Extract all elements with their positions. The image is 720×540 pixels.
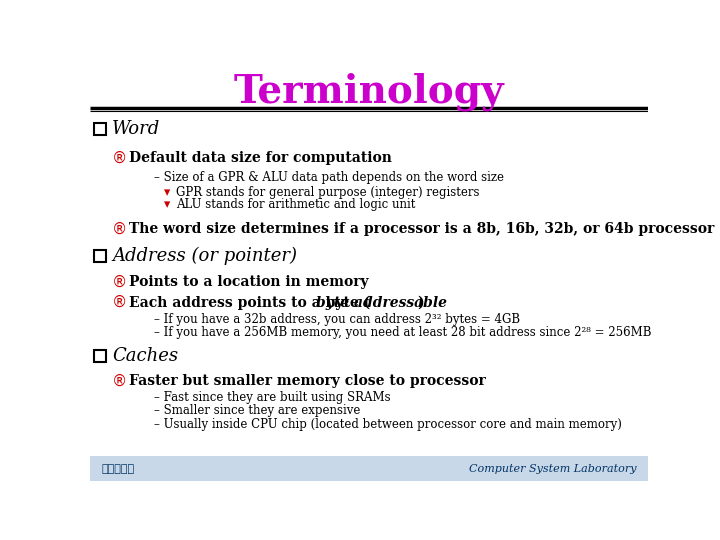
Text: 高麗大學校: 高麗大學校 (101, 464, 135, 474)
Text: ®: ® (112, 151, 127, 166)
Text: Caches: Caches (112, 347, 179, 365)
Text: Computer System Laboratory: Computer System Laboratory (469, 464, 637, 474)
Text: The word size determines if a processor is a 8b, 16b, 32b, or 64b processor: The word size determines if a processor … (129, 222, 714, 236)
Text: ▾: ▾ (164, 186, 171, 199)
Text: GPR stands for general purpose (integer) registers: GPR stands for general purpose (integer)… (176, 186, 480, 199)
Text: ®: ® (112, 373, 127, 388)
Bar (94, 350, 106, 362)
Text: ): ) (418, 295, 424, 309)
Text: – Size of a GPR & ALU data path depends on the word size: – Size of a GPR & ALU data path depends … (154, 171, 504, 184)
Text: – Usually inside CPU chip (located between processor core and main memory): – Usually inside CPU chip (located betwe… (154, 417, 622, 430)
FancyBboxPatch shape (90, 456, 648, 481)
Text: ®: ® (112, 274, 127, 289)
Text: Faster but smaller memory close to processor: Faster but smaller memory close to proce… (129, 374, 486, 388)
Text: ®: ® (112, 221, 127, 237)
Text: Default data size for computation: Default data size for computation (129, 151, 392, 165)
Text: – If you have a 256MB memory, you need at least 28 bit address since 2²⁸ = 256MB: – If you have a 256MB memory, you need a… (154, 327, 652, 340)
Text: Each address points to a byte (: Each address points to a byte ( (129, 295, 370, 310)
Text: ALU stands for arithmetic and logic unit: ALU stands for arithmetic and logic unit (176, 198, 416, 212)
Text: – If you have a 32b address, you can address 2³² bytes = 4GB: – If you have a 32b address, you can add… (154, 313, 521, 326)
Bar (94, 124, 106, 135)
Text: – Smaller since they are expensive: – Smaller since they are expensive (154, 404, 361, 417)
Text: Points to a location in memory: Points to a location in memory (129, 275, 369, 289)
Text: ®: ® (112, 295, 127, 310)
Bar (94, 250, 106, 262)
Text: Word: Word (112, 120, 161, 138)
Text: – Fast since they are built using SRAMs: – Fast since they are built using SRAMs (154, 391, 391, 404)
Text: byte addressable: byte addressable (316, 295, 447, 309)
Text: Terminology: Terminology (234, 72, 504, 111)
Text: ▾: ▾ (164, 198, 171, 212)
Text: Address (or pointer): Address (or pointer) (112, 247, 297, 265)
